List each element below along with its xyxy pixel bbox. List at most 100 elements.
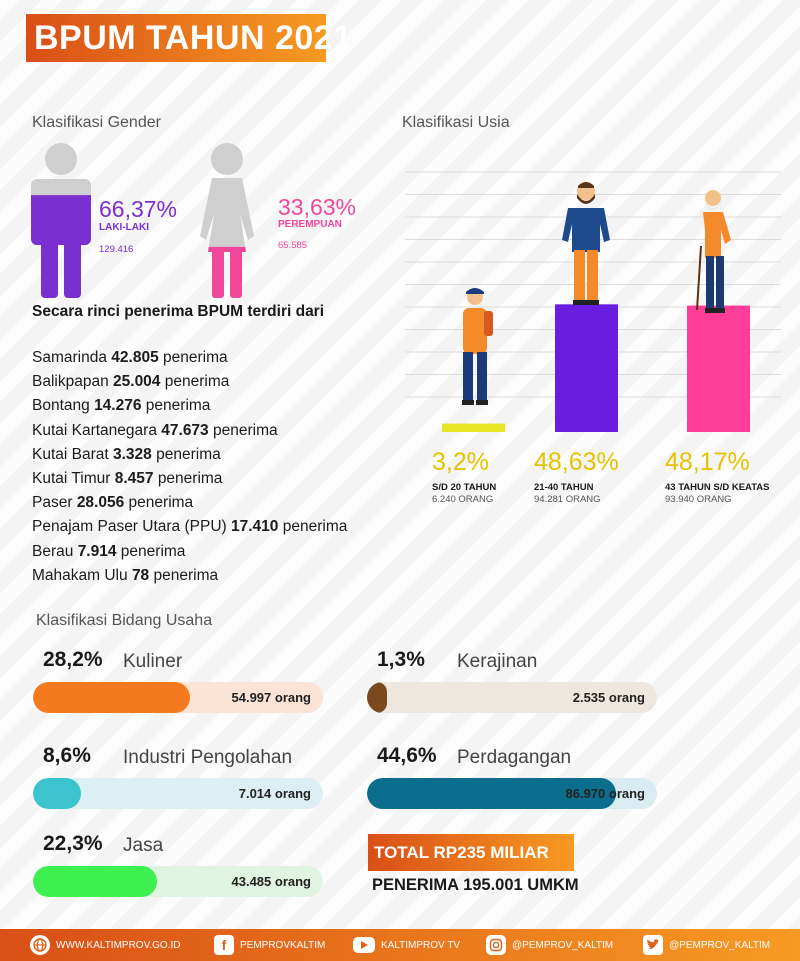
region-list: Samarinda 42.805 penerima Balikpapan 25.0… [32, 346, 347, 588]
region-value: 7.914 [77, 542, 117, 560]
age-pct-label: 48,17% [665, 448, 750, 476]
sector-pct-label: 44,6% [377, 744, 437, 767]
male-pct: 66,37% [99, 196, 178, 222]
sector-bar-track: 43.485 orang [33, 866, 323, 897]
region-suffix: penerima [156, 445, 221, 463]
region-name: Penajam Paser Utara (PPU) [32, 518, 227, 536]
region-row: Kutai Timur 8.457 penerima [32, 467, 347, 491]
page-title: BPUM TAHUN 2021 [26, 14, 352, 62]
sector-bar-track: 7.014 orang [33, 778, 323, 809]
region-row: Penajam Paser Utara (PPU) 17.410 penerim… [32, 515, 347, 539]
region-name: Kutai Kartanegara [32, 421, 157, 439]
sector-bar-track: 54.997 orang [33, 682, 323, 713]
region-name: Paser [32, 494, 73, 512]
age-bar-chart [405, 171, 781, 432]
region-suffix: penerima [282, 518, 348, 536]
footer-text: @PEMPROV_KALTIM [512, 939, 614, 951]
age-pct-label: 3,2% [432, 448, 489, 476]
gender-section-label: Klasifikasi Gender [32, 114, 161, 131]
male-count: 129.416 [99, 244, 134, 255]
age-pct-label: 48,63% [534, 448, 619, 476]
sector-pct-label: 1,3% [377, 648, 425, 671]
age-category-label: S/D 20 TAHUN [432, 482, 497, 493]
region-value: 47.673 [161, 421, 209, 439]
region-name: Bontang [32, 397, 90, 415]
sector-bar [367, 778, 616, 809]
region-value: 25.004 [113, 373, 161, 391]
sector-bar-track: 86.970 orang [367, 778, 657, 809]
footer-item-twitter[interactable]: @PEMPROV_KALTIM [643, 929, 770, 961]
female-count: 65.585 [278, 240, 308, 251]
sector-name-label: Kerajinan [457, 651, 538, 672]
region-suffix: penerima [164, 373, 230, 391]
region-value: 42.805 [111, 349, 159, 366]
sector-pct-label: 28,2% [43, 648, 103, 671]
youtube-icon [353, 937, 375, 953]
age-count-label: 94.281 ORANG [534, 494, 601, 505]
age-category-label: 43 TAHUN S/D KEATAS [665, 482, 770, 493]
age-category-label: 21-40 TAHUN [534, 482, 594, 493]
region-suffix: penerima [213, 421, 278, 439]
male-label: LAKI-LAKI [99, 222, 149, 233]
region-suffix: penerima [128, 494, 194, 512]
sector-count-label: 43.485 orang [231, 874, 312, 889]
sector-pct-label: 8,6% [43, 744, 91, 767]
region-suffix: penerima [157, 470, 223, 488]
sector-count-label: 54.997 orang [231, 690, 312, 705]
age-bar [555, 304, 618, 432]
age-section-label: Klasifikasi Usia [402, 114, 510, 131]
female-figure [200, 143, 254, 298]
region-name: Balikpapan [32, 373, 109, 391]
region-heading: Secara rinci penerima BPUM terdiri dari [32, 303, 325, 320]
footer-text: @PEMPROV_KALTIM [669, 939, 771, 951]
sector-section-label: Klasifikasi Bidang Usaha [36, 612, 213, 629]
region-value: 28.056 [76, 494, 125, 512]
age-bar [442, 423, 505, 432]
region-suffix: penerima [153, 566, 219, 584]
region-value: 14.276 [94, 397, 142, 415]
sector-bar [33, 866, 158, 897]
young-person-icon [462, 288, 493, 405]
region-row: Kutai Barat 3.328 penerima [32, 443, 347, 467]
adult-person-icon [562, 182, 610, 305]
female-pct: 33,63% [278, 194, 357, 220]
region-suffix: penerima [163, 349, 228, 366]
region-row: Berau 7.914 penerima [32, 540, 347, 564]
region-suffix: penerima [120, 542, 186, 560]
age-bar [687, 305, 750, 432]
footer-item-facebook[interactable]: f PEMPROVKALTIM [214, 929, 325, 961]
sector-count-label: 7.014 orang [238, 786, 311, 801]
region-row: Mahakam Ulu 78 penerima [32, 564, 347, 588]
sector-count-label: 86.970 orang [565, 786, 646, 801]
footer-item-instagram[interactable]: @PEMPROV_KALTIM [486, 929, 613, 961]
region-value: 8.457 [114, 470, 154, 488]
footer-text: WWW.KALTIMPROV.GO.ID [56, 939, 181, 951]
region-row: Balikpapan 25.004 penerima [32, 370, 347, 394]
region-name: Kutai Barat [32, 445, 109, 463]
sector-bar [33, 778, 81, 809]
region-name: Mahakam Ulu [32, 566, 128, 584]
elderly-person-icon [696, 190, 731, 313]
footer-item-youtube[interactable]: KALTIMPROV TV [353, 929, 460, 961]
sector-bar [367, 682, 387, 713]
sector-name-label: Jasa [123, 835, 164, 856]
footer-item-website[interactable]: WWW.KALTIMPROV.GO.ID [30, 929, 180, 961]
region-value: 78 [131, 566, 150, 584]
total-recipients: PENERIMA 195.001 UMKM [372, 876, 579, 894]
sector-name-label: Perdagangan [457, 747, 572, 768]
region-row: Bontang 14.276 penerima [32, 394, 347, 418]
female-label: PEREMPUAN [278, 219, 342, 230]
facebook-icon: f [214, 935, 234, 955]
footer-text: PEMPROVKALTIM [240, 939, 326, 951]
sector-name-label: Kuliner [123, 651, 183, 672]
sector-bar [33, 682, 191, 713]
twitter-icon [643, 935, 663, 955]
footer-text: KALTIMPROV TV [381, 939, 461, 951]
sector-bar-track: 2.535 orang [367, 682, 657, 713]
globe-icon [30, 935, 50, 955]
region-value: 3.328 [113, 445, 152, 463]
region-row: Samarinda 42.805 penerima [32, 346, 347, 370]
region-name: Kutai Timur [32, 470, 111, 488]
male-figure [31, 143, 91, 298]
age-count-label: 93.940 ORANG [665, 494, 732, 505]
